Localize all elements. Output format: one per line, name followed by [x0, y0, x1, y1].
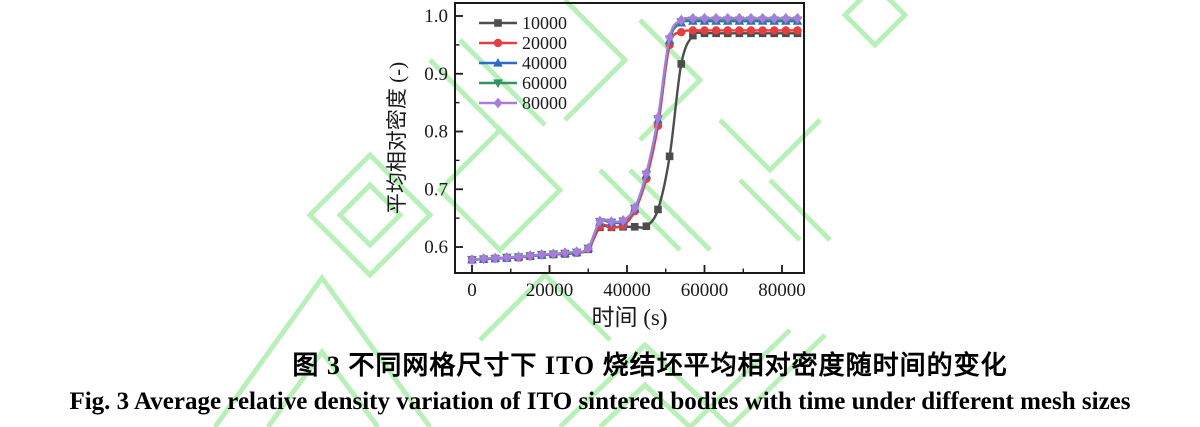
data-marker-diamond — [723, 12, 733, 24]
data-marker-diamond — [572, 246, 582, 258]
data-marker-square — [665, 152, 674, 161]
data-marker-diamond — [490, 252, 500, 264]
data-marker-square — [677, 60, 686, 68]
data-marker-diamond — [700, 12, 709, 24]
legend-label-10000: 10000 — [522, 13, 567, 33]
data-marker-diamond — [781, 12, 791, 24]
data-marker-triangle-down — [493, 79, 503, 88]
y-axis-label: 平均相对密度 (-) — [385, 62, 409, 214]
data-marker-diamond — [479, 253, 489, 264]
data-marker-diamond — [641, 167, 651, 179]
y-tick-label: 0.8 — [424, 122, 448, 143]
legend-label-60000: 60000 — [522, 73, 567, 93]
y-tick-label: 1.0 — [424, 6, 448, 27]
data-marker-diamond — [467, 254, 477, 266]
y-tick-label: 0.9 — [424, 64, 448, 85]
data-marker-circle — [770, 26, 779, 35]
data-marker-diamond — [618, 215, 628, 226]
data-marker-diamond — [758, 12, 768, 24]
caption-english: Fig. 3 Average relative density variatio… — [69, 388, 1131, 415]
x-axis-label: 时间 (s) — [591, 305, 667, 330]
data-marker-circle — [700, 26, 709, 35]
data-marker-circle — [711, 26, 721, 35]
data-marker-diamond — [583, 242, 593, 254]
caption-chinese: 图 3 不同网格尺寸下 ITO 烧结坯平均相对密度随时间的变化 — [292, 351, 1008, 380]
data-marker-diamond — [630, 202, 640, 214]
data-marker-diamond — [607, 216, 616, 227]
data-marker-diamond — [769, 12, 779, 24]
data-marker-circle — [677, 27, 686, 37]
axes-frame — [454, 2, 805, 274]
data-marker-triangle-up — [493, 58, 503, 67]
data-marker-circle — [493, 38, 503, 48]
data-marker-diamond — [525, 250, 535, 262]
data-marker-diamond — [537, 249, 547, 260]
legend-label-40000: 40000 — [522, 53, 567, 73]
data-marker-diamond — [793, 12, 802, 24]
x-tick-label: 0 — [467, 280, 477, 301]
x-tick-label: 20000 — [526, 280, 574, 301]
legend-label-20000: 20000 — [522, 33, 567, 53]
data-marker-circle — [688, 26, 698, 35]
data-marker-diamond — [653, 112, 663, 124]
x-tick-label: 80000 — [758, 280, 806, 301]
data-marker-diamond — [688, 12, 698, 24]
data-marker-circle — [735, 26, 744, 35]
data-marker-diamond — [734, 12, 744, 24]
data-marker-square — [494, 19, 502, 27]
data-marker-circle — [723, 26, 732, 35]
data-marker-circle — [781, 26, 791, 35]
data-marker-circle — [746, 26, 756, 35]
data-marker-diamond — [548, 248, 558, 260]
data-marker-square — [642, 222, 651, 231]
data-marker-diamond — [560, 247, 570, 259]
legend-label-80000: 80000 — [522, 93, 567, 113]
data-marker-square — [654, 205, 662, 214]
data-marker-diamond — [514, 251, 523, 263]
data-marker-diamond — [493, 97, 503, 109]
data-marker-diamond — [595, 215, 605, 227]
x-tick-label: 40000 — [603, 280, 651, 301]
data-marker-diamond — [676, 14, 686, 26]
data-marker-circle — [758, 26, 767, 35]
data-marker-diamond — [665, 31, 675, 43]
x-tick-label: 60000 — [681, 280, 729, 301]
data-marker-circle — [793, 26, 802, 35]
data-marker-diamond — [711, 12, 721, 24]
y-tick-label: 0.7 — [424, 179, 448, 200]
data-marker-diamond — [502, 252, 512, 263]
data-marker-diamond — [746, 12, 756, 24]
data-marker-square — [630, 223, 639, 231]
y-tick-label: 0.6 — [424, 237, 448, 258]
